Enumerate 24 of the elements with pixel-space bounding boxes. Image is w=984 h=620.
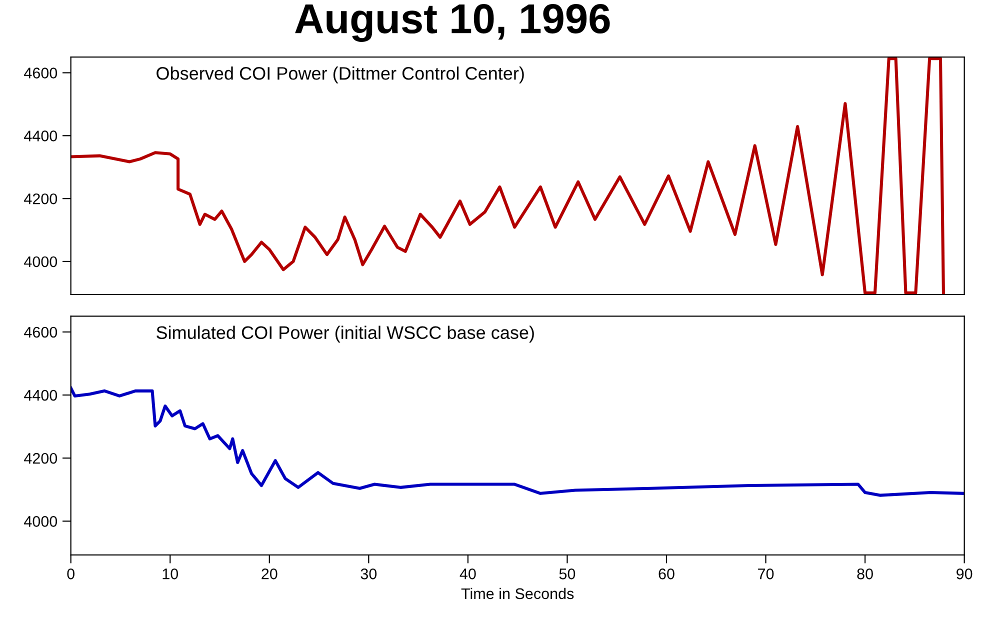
x-tick-label: 0 bbox=[67, 568, 74, 580]
y-tick-label: 4000 bbox=[24, 516, 58, 527]
x-tick-label: 50 bbox=[559, 568, 576, 580]
x-tick-label: 20 bbox=[262, 568, 278, 580]
y-tick-label: 4200 bbox=[24, 452, 58, 464]
x-tick-label: 30 bbox=[360, 568, 377, 580]
x-tick-label: 60 bbox=[658, 568, 674, 580]
y-tick-label: 4400 bbox=[24, 130, 58, 142]
x-tick-label: 90 bbox=[956, 568, 972, 580]
annotation: Simulated COI Power (initial WSCC base case) bbox=[156, 326, 534, 343]
x-tick-label: 40 bbox=[460, 568, 476, 580]
y-tick-label: 4400 bbox=[24, 390, 58, 401]
x-tick-label: 80 bbox=[857, 568, 873, 580]
x-axis-title: Time in Seconds bbox=[461, 588, 574, 600]
y-tick-label: 4600 bbox=[24, 68, 58, 78]
x-tick-label: 70 bbox=[758, 568, 774, 580]
y-tick-label: 4600 bbox=[24, 326, 58, 338]
chart-title: August 10, 1996 bbox=[295, 4, 610, 42]
line-series bbox=[70, 386, 964, 497]
line-series bbox=[70, 57, 945, 294]
x-tick-label: 10 bbox=[162, 568, 178, 580]
y-tick-label: 4200 bbox=[24, 193, 58, 204]
annotation: Observed COI Power (Dittmer Control Center) bbox=[156, 66, 524, 84]
y-tick-label: 4000 bbox=[24, 256, 58, 268]
